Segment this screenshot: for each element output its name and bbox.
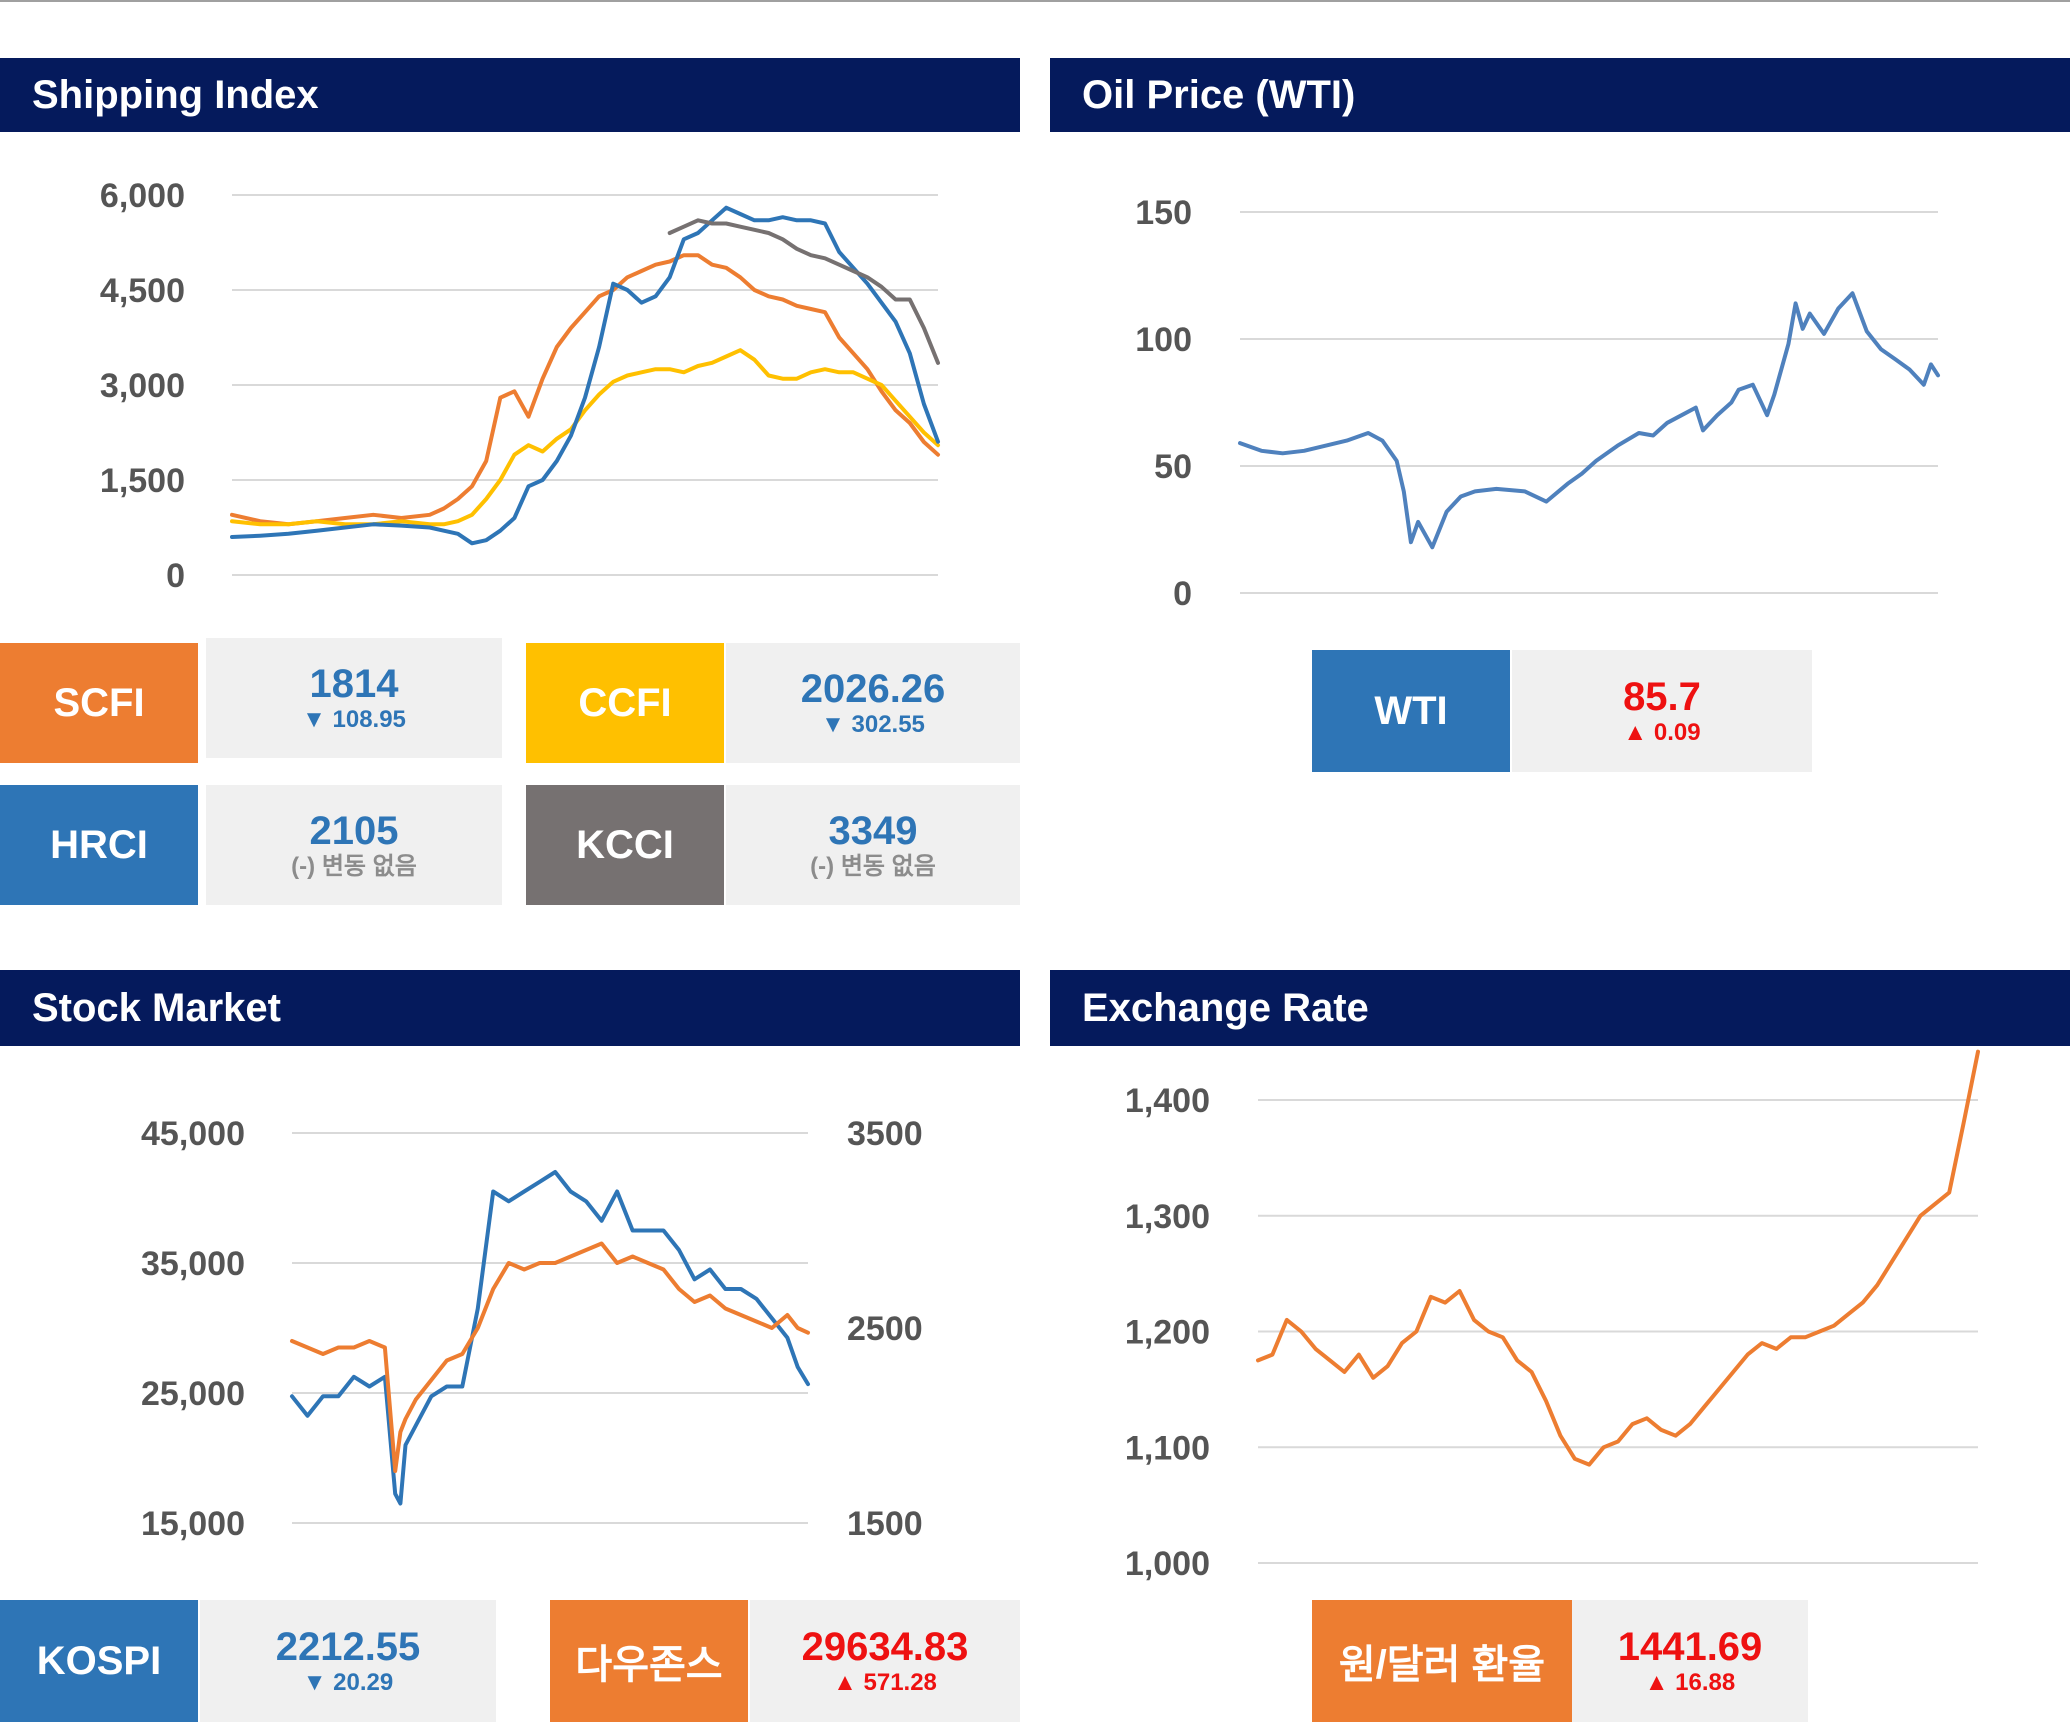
- kospi-label: KOSPI: [36, 1638, 162, 1683]
- series-line-kcci: [667, 218, 940, 365]
- hrci-value-box: 2105 (-) 변동 없음: [206, 785, 502, 905]
- hrci-value: 2105: [309, 809, 399, 853]
- fx-chart: 1,400 1,300 1,200 1,100 1,000: [1125, 1049, 1980, 1583]
- kcci-label-tile: KCCI: [526, 785, 724, 905]
- y-tick-label: 0: [1173, 575, 1192, 613]
- y-tick-label: 4,500: [100, 272, 185, 310]
- series-line-scfi: [230, 253, 940, 527]
- ccfi-value: 2026.26: [800, 667, 946, 711]
- shipping-title: Shipping Index: [32, 72, 319, 117]
- y-tick-label: 1,300: [1125, 1198, 1210, 1236]
- stock-title: Stock Market: [32, 985, 281, 1030]
- y-tick-label: 1,100: [1125, 1429, 1210, 1467]
- kcci-change: (-) 변동 없음: [810, 853, 936, 880]
- kcci-value-box: 3349 (-) 변동 없음: [726, 785, 1020, 905]
- scfi-label: SCFI: [53, 680, 145, 725]
- wti-label: WTI: [1374, 688, 1448, 733]
- fx-value-box: 1441.69 ▲ 16.88: [1572, 1600, 1808, 1722]
- fx-value: 1441.69: [1617, 1625, 1763, 1669]
- y-tick-label: 6,000: [100, 177, 185, 215]
- hrci-label: HRCI: [50, 822, 148, 867]
- fx-label: 원/달러 환율: [1338, 1643, 1546, 1687]
- kospi-label-tile: KOSPI: [0, 1600, 198, 1722]
- series-line-dow: [290, 1241, 810, 1473]
- y-right-tick-label: 2500: [847, 1310, 923, 1348]
- y-tick-label: 45,000: [141, 1115, 245, 1153]
- hrci-label-tile: HRCI: [0, 785, 198, 905]
- y-tick-label: 1,000: [1125, 1545, 1210, 1583]
- wti-value: 85.7: [1623, 675, 1701, 719]
- fx-header: Exchange Rate: [1050, 970, 2070, 1046]
- series-line-ccfi: [230, 348, 940, 527]
- stock-chart: 45,000 35,000 25,000 15,000 3500 2500 1500: [141, 1115, 923, 1543]
- y-right-tick-label: 1500: [847, 1505, 923, 1543]
- ccfi-change: ▼ 302.55: [821, 711, 925, 738]
- y-tick-label: 100: [1135, 321, 1192, 359]
- top-divider: [0, 0, 2070, 2]
- oil-header: Oil Price (WTI): [1050, 58, 2070, 132]
- kospi-value-box: 2212.55 ▼ 20.29: [200, 1600, 496, 1722]
- series-line-kospi: [290, 1170, 810, 1506]
- y-tick-label: 150: [1135, 194, 1192, 232]
- wti-change: ▲ 0.09: [1623, 719, 1701, 746]
- oil-title: Oil Price (WTI): [1082, 72, 1356, 117]
- y-tick-label: 3,000: [100, 367, 185, 405]
- scfi-label-tile: SCFI: [0, 643, 198, 763]
- kcci-value: 3349: [828, 809, 918, 853]
- fx-label-tile: 원/달러 환율: [1312, 1600, 1572, 1722]
- ccfi-value-box: 2026.26 ▼ 302.55: [726, 643, 1020, 763]
- dow-change: ▲ 571.28: [833, 1669, 937, 1696]
- y-tick-label: 25,000: [141, 1375, 245, 1413]
- shipping-chart: 6,000 4,500 3,000 1,500 0: [100, 177, 940, 595]
- dow-value: 29634.83: [801, 1625, 969, 1669]
- wti-label-tile: WTI: [1312, 650, 1510, 772]
- kospi-change: ▼ 20.29: [302, 1669, 394, 1696]
- dow-value-box: 29634.83 ▲ 571.28: [750, 1600, 1020, 1722]
- y-right-tick-label: 3500: [847, 1115, 923, 1153]
- y-tick-label: 1,400: [1125, 1082, 1210, 1120]
- wti-value-box: 85.7 ▲ 0.09: [1512, 650, 1812, 772]
- y-tick-label: 50: [1154, 448, 1192, 486]
- kcci-label: KCCI: [576, 822, 674, 867]
- ccfi-label-tile: CCFI: [526, 643, 724, 763]
- y-tick-label: 1,200: [1125, 1314, 1210, 1352]
- shipping-header: Shipping Index: [0, 58, 1020, 132]
- y-tick-label: 0: [166, 557, 185, 595]
- series-line-usd-krw: [1256, 1049, 1980, 1467]
- scfi-value: 1814: [309, 662, 399, 706]
- scfi-value-box: 1814 ▼ 108.95: [206, 638, 502, 758]
- y-tick-label: 15,000: [141, 1505, 245, 1543]
- series-line-wti: [1238, 291, 1940, 550]
- y-tick-label: 1,500: [100, 462, 185, 500]
- series-line-hrci: [230, 205, 940, 546]
- fx-title: Exchange Rate: [1082, 985, 1369, 1030]
- dow-label-tile: 다우존스: [550, 1600, 748, 1722]
- hrci-change: (-) 변동 없음: [291, 853, 417, 880]
- stock-header: Stock Market: [0, 970, 1020, 1046]
- kospi-value: 2212.55: [275, 1625, 421, 1669]
- scfi-change: ▼ 108.95: [302, 706, 406, 733]
- ccfi-label: CCFI: [578, 680, 672, 725]
- dow-label: 다우존스: [575, 1643, 723, 1687]
- fx-change: ▲ 16.88: [1644, 1669, 1736, 1696]
- oil-chart: 150 100 50 0: [1135, 194, 1940, 613]
- y-tick-label: 35,000: [141, 1245, 245, 1283]
